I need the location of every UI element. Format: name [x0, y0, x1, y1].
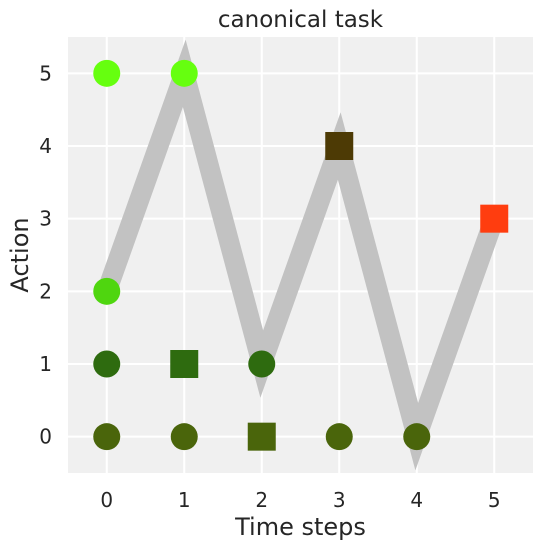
marker-layer — [93, 59, 509, 451]
circle-marker — [170, 59, 198, 87]
path-layer — [96, 39, 505, 471]
circle-marker — [170, 423, 198, 451]
y-axis-label: Action — [6, 217, 34, 292]
square-marker — [325, 132, 354, 160]
x-tick-label: 1 — [178, 488, 191, 512]
x-tick-label: 4 — [410, 488, 423, 512]
circle-marker — [93, 59, 121, 87]
grid — [68, 37, 533, 473]
x-tick-label: 0 — [100, 488, 113, 512]
y-tick-label: 4 — [39, 134, 52, 158]
y-tick-label: 5 — [39, 61, 52, 85]
x-tick-label: 5 — [488, 488, 501, 512]
circle-marker — [248, 350, 276, 378]
y-tick-label: 1 — [39, 352, 52, 376]
x-tick-label: 2 — [255, 488, 268, 512]
square-marker — [247, 422, 276, 451]
square-marker — [170, 350, 199, 378]
x-axis-label: Time steps — [234, 513, 366, 541]
y-tick-label: 2 — [39, 279, 52, 303]
action-path-line — [96, 39, 505, 471]
circle-marker — [325, 423, 353, 451]
tick-labels: 0 1 2 3 4 5 0 1 2 3 4 5 — [39, 61, 500, 512]
x-tick-label: 3 — [333, 488, 346, 512]
chart-title: canonical task — [218, 7, 384, 33]
circle-marker — [403, 423, 431, 451]
circle-marker — [93, 423, 121, 451]
circle-marker — [93, 350, 121, 378]
circle-marker — [93, 277, 121, 305]
square-marker — [480, 204, 509, 233]
y-tick-label: 3 — [39, 207, 52, 231]
y-tick-label: 0 — [39, 425, 52, 449]
